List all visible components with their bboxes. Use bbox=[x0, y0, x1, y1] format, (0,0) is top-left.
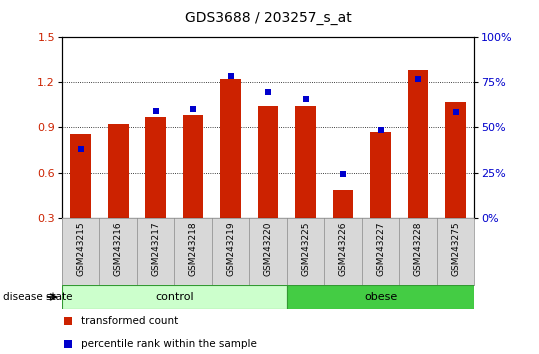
Text: GSM243220: GSM243220 bbox=[264, 221, 273, 275]
Bar bbox=[445, 102, 466, 218]
Text: GSM243225: GSM243225 bbox=[301, 221, 310, 275]
Bar bbox=[220, 79, 241, 218]
Text: GDS3688 / 203257_s_at: GDS3688 / 203257_s_at bbox=[185, 11, 351, 25]
Text: GSM243226: GSM243226 bbox=[338, 221, 348, 275]
Text: GSM243216: GSM243216 bbox=[114, 221, 123, 276]
Bar bbox=[146, 117, 166, 218]
Bar bbox=[287, 285, 474, 309]
Bar bbox=[333, 190, 354, 218]
Text: obese: obese bbox=[364, 292, 397, 302]
Bar bbox=[108, 124, 128, 218]
Bar bbox=[408, 69, 429, 218]
Text: disease state: disease state bbox=[3, 292, 72, 302]
Bar bbox=[295, 106, 316, 218]
Text: GSM243217: GSM243217 bbox=[151, 221, 160, 276]
Bar bbox=[258, 106, 279, 218]
Text: GSM243218: GSM243218 bbox=[189, 221, 198, 276]
Text: GSM243228: GSM243228 bbox=[413, 221, 423, 275]
Bar bbox=[71, 134, 91, 218]
Text: GSM243219: GSM243219 bbox=[226, 221, 235, 276]
Bar bbox=[370, 132, 391, 218]
Text: percentile rank within the sample: percentile rank within the sample bbox=[81, 338, 257, 349]
Text: transformed count: transformed count bbox=[81, 315, 178, 326]
Text: GSM243227: GSM243227 bbox=[376, 221, 385, 275]
Bar bbox=[62, 285, 287, 309]
Text: control: control bbox=[155, 292, 194, 302]
Text: GSM243275: GSM243275 bbox=[451, 221, 460, 276]
Bar bbox=[183, 115, 204, 218]
Text: GSM243215: GSM243215 bbox=[76, 221, 85, 276]
